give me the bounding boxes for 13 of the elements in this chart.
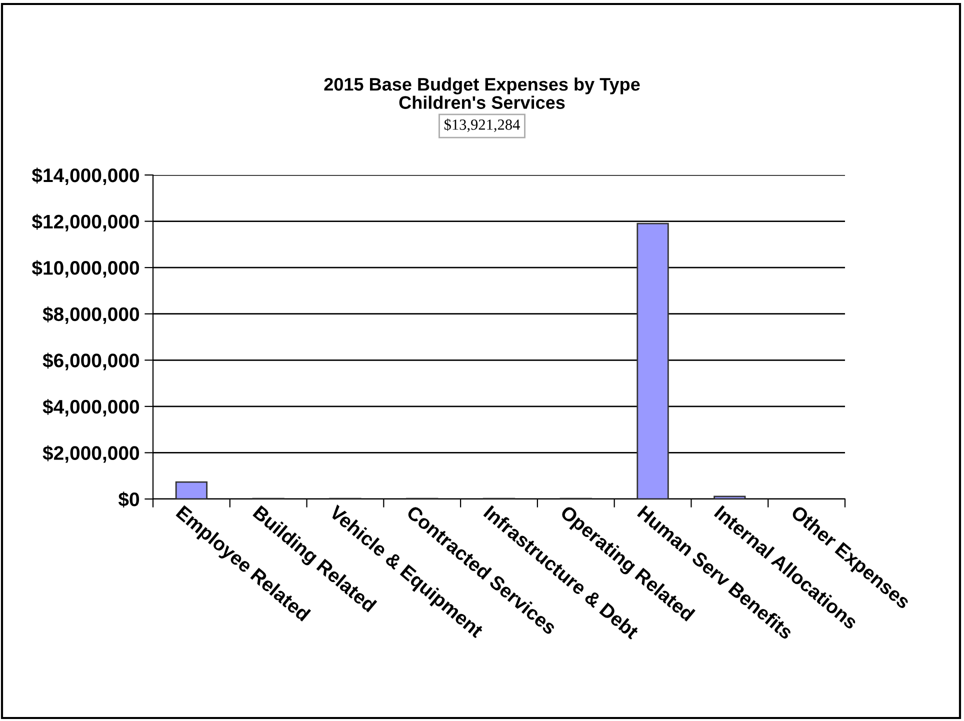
y-tick-label: $10,000,000 (32, 260, 140, 278)
y-tick-label: $4,000,000 (42, 399, 140, 416)
bar (714, 496, 746, 499)
y-tick-label: $6,000,000 (42, 352, 140, 370)
bar (636, 222, 669, 499)
chart-title: 2015 Base Budget Expenses by Type Children's Services (324, 77, 640, 109)
y-tick-label: $2,000,000 (42, 445, 140, 463)
bar (175, 481, 208, 499)
chart-subtitle: $13,921,284 (444, 118, 520, 132)
y-tick-label: $8,000,000 (42, 306, 140, 324)
y-tick-label: $14,000,000 (32, 168, 140, 186)
y-tick-label: $12,000,000 (32, 214, 140, 232)
y-tick-label: $0 (118, 492, 140, 508)
